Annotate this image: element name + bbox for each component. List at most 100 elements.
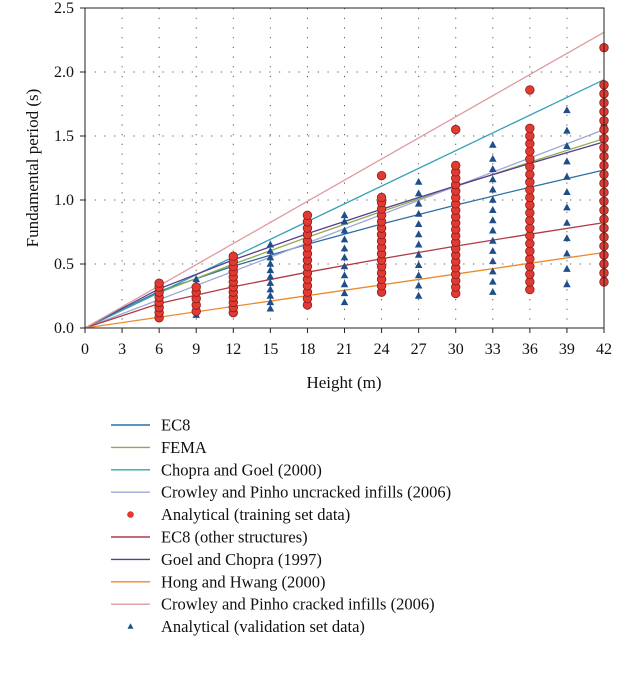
validation-data-point (489, 247, 497, 254)
validation-data-point (563, 172, 571, 180)
validation-data-point (563, 280, 571, 288)
validation-data-point (414, 189, 423, 197)
training-data-point (302, 210, 313, 221)
x-tick-label: 15 (262, 341, 278, 358)
validation-data-point (266, 253, 275, 261)
validation-data-point (563, 218, 571, 226)
legend-item-hong-and-hwang-2000: Hong and Hwang (2000) (111, 572, 326, 591)
legend-label: Crowley and Pinho cracked infills (2006) (161, 595, 435, 614)
validation-data-point (563, 188, 571, 196)
validation-data-point (414, 261, 423, 269)
validation-data-point (414, 291, 423, 299)
training-data-point (376, 192, 387, 203)
validation-data-point (266, 266, 275, 274)
x-tick-label: 6 (155, 341, 163, 358)
legend-label: Analytical (training set data) (161, 505, 350, 524)
validation-data-point (489, 226, 497, 234)
legend-label: EC8 (161, 416, 190, 435)
legend-label: Crowley and Pinho uncracked infills (200… (161, 483, 451, 502)
validation-data-point (340, 289, 349, 297)
x-tick-label: 9 (192, 341, 200, 358)
y-tick-label: 1.5 (54, 128, 74, 145)
validation-data-point (414, 220, 423, 228)
x-tick-label: 27 (411, 341, 427, 358)
validation-data-point (340, 211, 349, 219)
validation-data-point (414, 281, 423, 289)
validation-data-point (266, 272, 275, 280)
validation-data-point (266, 285, 275, 293)
validation-data-point (192, 275, 200, 283)
legend-item-goel-and-chopra-1997: Goel and Chopra (1997) (111, 550, 322, 569)
x-tick-label: 24 (374, 341, 390, 358)
validation-data-point (489, 257, 497, 265)
validation-data-point (340, 298, 349, 306)
validation-data-point (489, 216, 497, 224)
validation-data-point (563, 234, 571, 242)
legend-swatch (127, 623, 134, 629)
validation-data-point (489, 277, 497, 285)
legend-label: Hong and Hwang (2000) (161, 572, 326, 591)
legend-swatch (127, 511, 134, 518)
training-data-point (191, 282, 201, 292)
y-tick-label: 0.0 (54, 320, 74, 337)
validation-data-point (266, 240, 275, 248)
validation-data-point (340, 280, 349, 288)
legend-item-fema: FEMA (111, 438, 207, 457)
validation-data-point (340, 217, 349, 225)
y-axis-label: Fundamental period (s) (23, 89, 42, 248)
legend-item-crowley-and-pinho-cracked-infills-2006: Crowley and Pinho cracked infills (2006) (111, 595, 435, 614)
validation-data-point (563, 249, 571, 257)
validation-data-point (414, 177, 423, 185)
validation-data-point (563, 106, 571, 114)
validation-data-point (266, 259, 275, 267)
validation-data-point (489, 175, 497, 183)
x-tick-label: 30 (448, 341, 464, 358)
validation-data-point (563, 126, 571, 134)
x-tick-label: 3 (118, 341, 126, 358)
x-tick-label: 21 (337, 341, 353, 358)
series-line-chopra-and-goel-2000 (84, 79, 605, 329)
x-tick-label: 39 (559, 341, 575, 358)
y-tick-label: 2.0 (54, 64, 74, 81)
validation-data-point (489, 140, 497, 148)
validation-data-point (489, 185, 497, 193)
x-tick-label: 0 (81, 341, 89, 358)
validation-data-point (266, 279, 275, 286)
training-data-point (376, 170, 387, 181)
validation-data-point (489, 195, 497, 203)
validation-data-point (489, 267, 497, 275)
series-line-crowley-and-pinho-cracked-infills-2006 (84, 31, 605, 329)
legend-item-analytical-training-set-data: Analytical (training set data) (127, 505, 350, 524)
x-tick-label: 36 (522, 341, 538, 358)
y-tick-label: 2.5 (54, 0, 74, 17)
training-data-point (451, 160, 461, 171)
legend-item-ec8: EC8 (111, 416, 190, 435)
training-data-point (154, 278, 164, 288)
validation-data-point (266, 247, 275, 254)
validation-data-point (414, 209, 423, 217)
validation-data-point (489, 154, 497, 162)
validation-data-point (563, 264, 571, 272)
x-tick-label: 42 (596, 341, 612, 358)
legend-item-ec8-other-structures: EC8 (other structures) (111, 528, 308, 547)
legend-label: Analytical (validation set data) (161, 617, 365, 636)
validation-data-point (340, 271, 349, 279)
legend-label: FEMA (161, 438, 207, 457)
legend-label: Goel and Chopra (1997) (161, 550, 322, 569)
validation-data-point (489, 206, 497, 213)
validation-data-point (266, 291, 275, 299)
x-axis-label: Height (m) (306, 373, 381, 392)
y-tick-label: 0.5 (54, 256, 74, 273)
validation-data-point (340, 253, 349, 261)
validation-data-point (489, 165, 497, 173)
validation-data-point (340, 262, 349, 270)
validation-data-point (414, 240, 423, 248)
validation-data-point (563, 203, 571, 211)
y-tick-label: 1.0 (54, 192, 74, 209)
legend-label: EC8 (other structures) (161, 528, 308, 547)
training-data-point (451, 124, 461, 135)
legend-item-analytical-validation-set-data: Analytical (validation set data) (127, 617, 365, 636)
validation-data-point (414, 230, 423, 238)
x-tick-label: 12 (225, 341, 241, 358)
